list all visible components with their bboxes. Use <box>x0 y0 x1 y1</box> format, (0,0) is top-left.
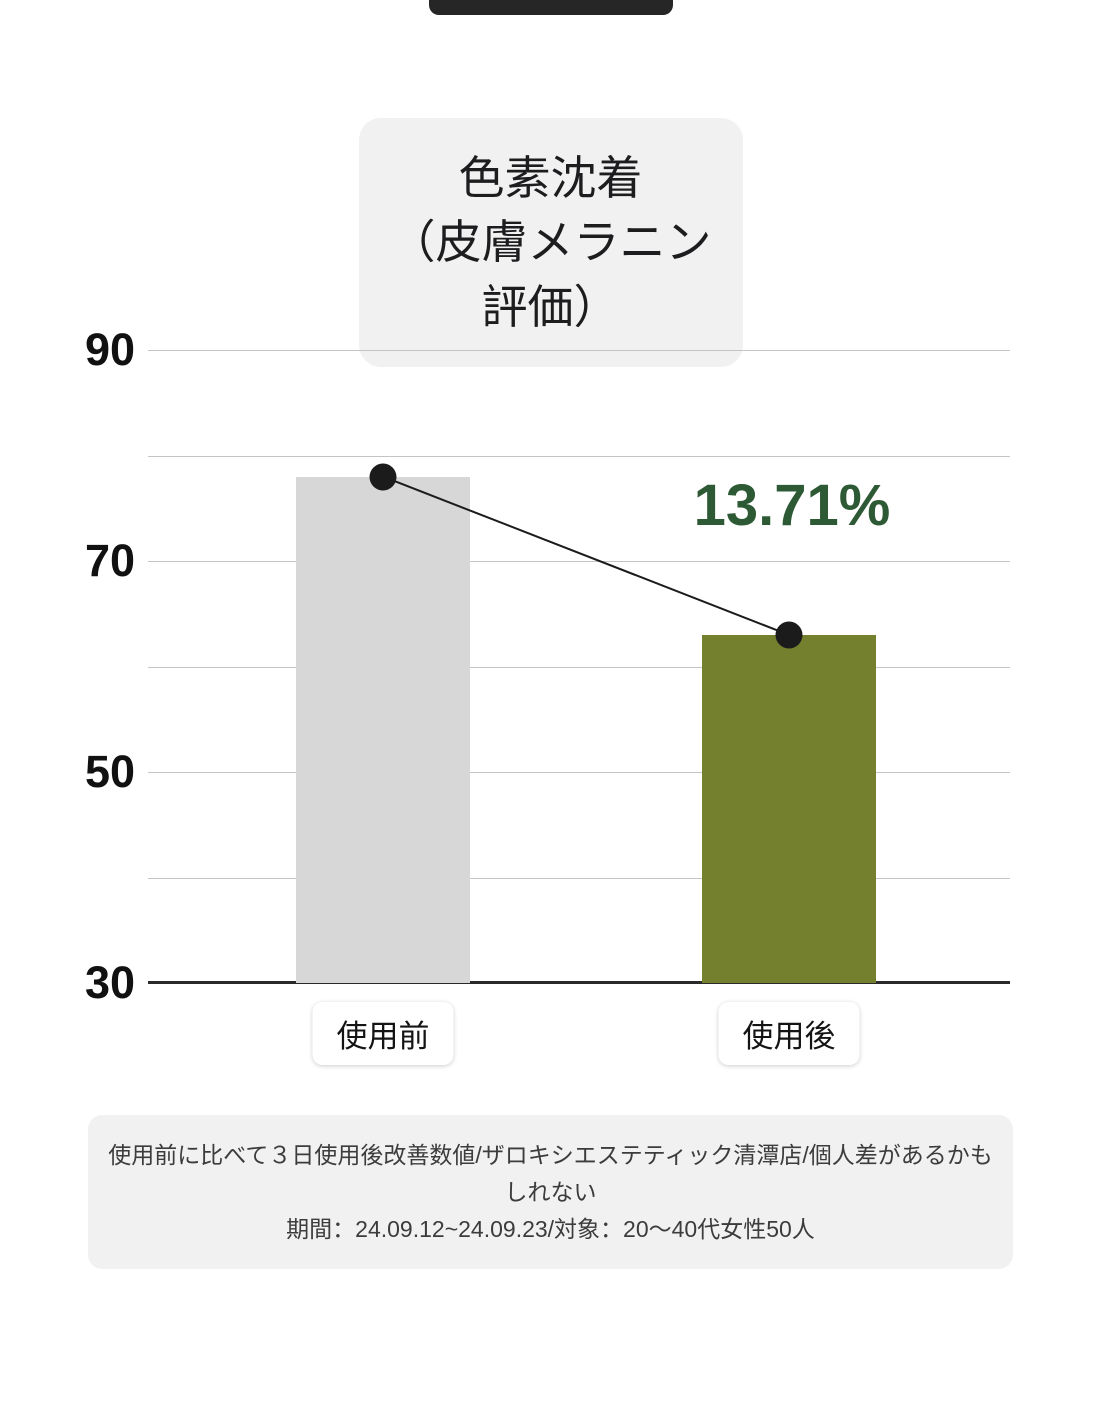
x-label-after-use: 使用後 <box>718 1002 860 1065</box>
y-tick-label-70: 70 <box>84 535 135 586</box>
gridline-80 <box>148 455 1010 457</box>
y-tick-label-90: 90 <box>84 324 135 375</box>
gridline-40 <box>148 877 1010 879</box>
gridline-90 <box>148 350 1010 351</box>
footnote-line-2: 期間：24.09.12~24.09.23/対象：20〜40代女性50人 <box>286 1215 815 1242</box>
top-notch-decoration <box>428 0 673 15</box>
gridline-50 <box>148 772 1010 773</box>
y-tick-label-30: 30 <box>84 957 135 1008</box>
improvement-percent-label: 13.71% <box>693 473 891 538</box>
data-point-after-icon <box>775 621 803 649</box>
y-tick-label-50: 50 <box>84 746 135 797</box>
bar-after-use <box>702 634 876 983</box>
footnote-line-1: 使用前に比べて３日使用後改善数値/ザロキシエステティック清潭店/個人差があるかも… <box>108 1142 993 1205</box>
x-label-before-use: 使用前 <box>312 1002 454 1065</box>
data-point-before-icon <box>369 463 397 491</box>
footnote-box: 使用前に比べて３日使用後改善数値/ザロキシエステティック清潭店/個人差があるかも… <box>88 1115 1013 1270</box>
x-axis-line <box>148 981 1010 984</box>
gridline-60 <box>148 666 1010 668</box>
bar-before-use <box>296 476 470 983</box>
chart-title-box: 色素沈着 （皮膚メラニン 評価） <box>358 118 743 368</box>
gridline-70 <box>148 561 1010 562</box>
chart-title: 色素沈着 （皮膚メラニン 評価） <box>389 152 712 333</box>
